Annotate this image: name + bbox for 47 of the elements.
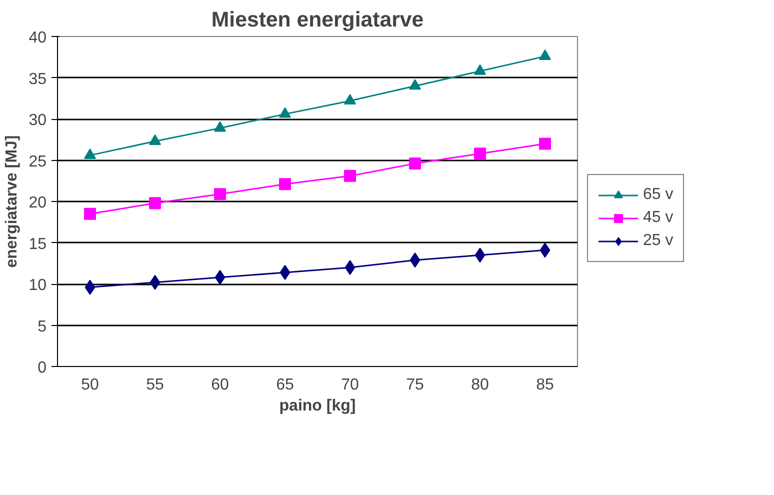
x-tick-label: 50: [81, 376, 99, 394]
point: [474, 248, 486, 263]
point: [409, 79, 421, 90]
point: [150, 274, 160, 290]
point: [344, 170, 356, 182]
y-tick-label: 20: [28, 194, 47, 212]
point: [84, 208, 96, 220]
x-tick-label: 65: [276, 376, 294, 394]
y-tick-label: 40: [28, 30, 47, 46]
point: [540, 242, 550, 258]
point: [214, 121, 226, 132]
point: [409, 158, 421, 170]
point: [344, 260, 356, 275]
point: [214, 270, 226, 285]
y-tick-label: 10: [28, 277, 47, 294]
point: [539, 49, 551, 60]
x-tick-label: 85: [536, 376, 554, 394]
y-tick-label: 15: [28, 236, 47, 253]
y-tick-label: 35: [28, 70, 47, 88]
point: [149, 134, 161, 145]
point: [84, 148, 96, 159]
y-axis-title: energiatarve [MJ]: [4, 135, 21, 268]
point: [539, 138, 551, 150]
point: [344, 94, 356, 105]
x-tick-label: 55: [146, 376, 164, 394]
x-tick-label: 75: [406, 376, 424, 394]
chart-title: Miesten energiatarve: [211, 8, 424, 32]
x-tick-label: 70: [341, 376, 359, 394]
point: [474, 64, 486, 75]
point: [149, 197, 161, 210]
x-tick-label: 80: [471, 376, 489, 394]
point: [280, 264, 290, 280]
point: [84, 280, 96, 295]
point: [279, 107, 291, 118]
legend-label: 25 v: [643, 232, 674, 250]
point: [410, 252, 420, 268]
y-tick-label: 25: [28, 153, 47, 170]
y-tick-label: 30: [28, 112, 47, 129]
y-tick-label: 0: [38, 360, 47, 376]
legend-label: 65 v: [643, 186, 674, 204]
point: [474, 148, 486, 160]
x-axis-title: paino [kg]: [279, 398, 356, 414]
point: [214, 188, 226, 200]
point: [279, 178, 291, 190]
x-tick-label: 60: [211, 376, 229, 394]
y-tick-label: 5: [38, 318, 47, 336]
legend-label: 45 v: [643, 208, 674, 226]
